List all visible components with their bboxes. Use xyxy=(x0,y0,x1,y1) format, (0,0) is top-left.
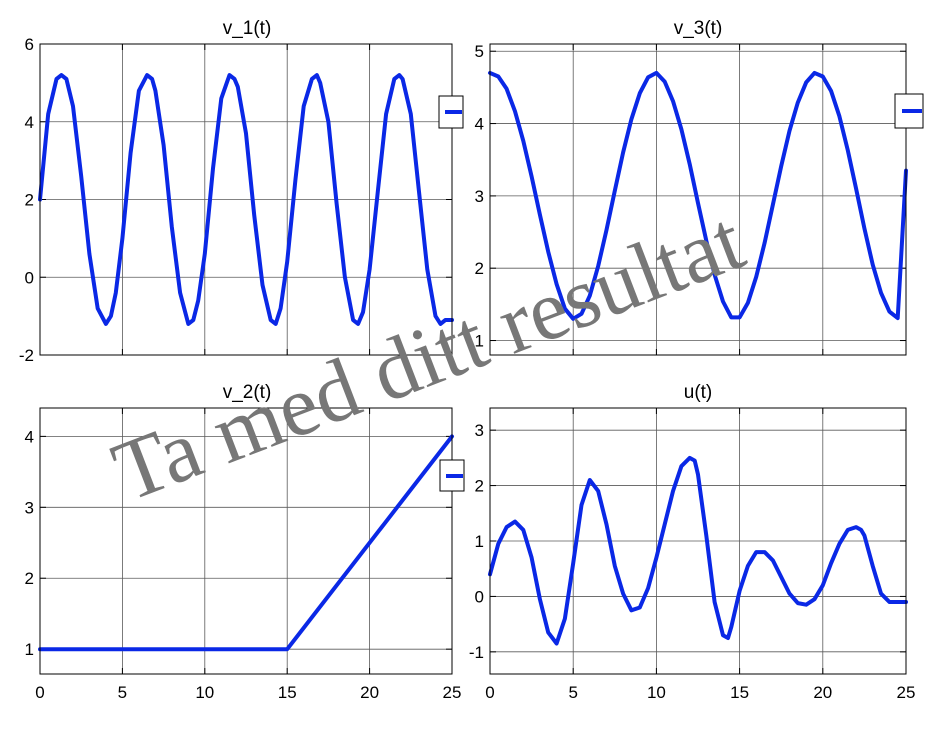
series-v3-line xyxy=(488,70,908,321)
xtick-label-u-0: 0 xyxy=(485,683,494,702)
xtick-label-u-4: 20 xyxy=(813,683,832,702)
ytick-label-v2-1: 2 xyxy=(25,569,34,588)
legend-v3 xyxy=(894,93,924,129)
ytick-label-v1-2: 2 xyxy=(25,191,34,210)
panel-u: u(t) 0 5 10 15 20 25 -1 0 1 2 3 xyxy=(469,382,916,702)
panel-v1-title: v_1(t) xyxy=(223,18,272,39)
xtick-label-v2-2: 10 xyxy=(195,683,214,702)
ytick-label-v1-3: 4 xyxy=(25,113,34,132)
series-v2-line xyxy=(38,434,454,652)
panel-v2-title: v_2(t) xyxy=(223,382,272,403)
panel-v3: v_3(t) 1 2 3 4 5 xyxy=(475,18,924,356)
ytick-label-v2-3: 4 xyxy=(25,427,34,446)
panel-v2-frame xyxy=(39,407,453,675)
xtick-label-v2-3: 15 xyxy=(278,683,297,702)
panel-v1-frame xyxy=(39,43,453,356)
panel-v1: v_1(t) -2 0 2 4 6 xyxy=(19,18,464,365)
xtick-label-v2-0: 0 xyxy=(35,683,44,702)
ytick-label-u-4: 3 xyxy=(475,421,484,440)
legend-v1 xyxy=(438,95,464,129)
panel-v3-title: v_3(t) xyxy=(674,18,723,39)
xtick-label-u-2: 10 xyxy=(647,683,666,702)
ytick-label-u-3: 2 xyxy=(475,477,484,496)
panel-u-title: u(t) xyxy=(684,382,713,403)
ytick-label-u-0: -1 xyxy=(469,643,484,662)
panel-u-frame xyxy=(489,407,907,675)
ytick-label-v1-4: 6 xyxy=(25,35,34,54)
ytick-label-u-2: 1 xyxy=(475,532,484,551)
ytick-label-v1-1: 0 xyxy=(25,268,34,287)
ytick-label-v3-2: 3 xyxy=(475,187,484,206)
ytick-label-v3-3: 4 xyxy=(475,115,484,134)
ytick-label-v1-0: -2 xyxy=(19,346,34,365)
legend-v2 xyxy=(439,459,465,492)
series-v1-line xyxy=(38,73,454,326)
xtick-label-u-1: 5 xyxy=(568,683,577,702)
ytick-label-v3-0: 1 xyxy=(475,332,484,351)
xtick-label-v2-1: 5 xyxy=(118,683,127,702)
xtick-label-u-3: 15 xyxy=(730,683,749,702)
series-u-line xyxy=(488,455,908,646)
panel-v2: v_2(t) 0 5 10 15 20 25 1 2 3 4 xyxy=(25,382,465,702)
ytick-label-v3-1: 2 xyxy=(475,259,484,278)
ytick-label-v3-4: 5 xyxy=(475,42,484,61)
ytick-label-v2-0: 1 xyxy=(25,640,34,659)
ytick-label-v2-2: 3 xyxy=(25,498,34,517)
panel-v3-frame xyxy=(489,43,907,356)
xtick-label-v2-4: 20 xyxy=(360,683,379,702)
ytick-label-u-1: 0 xyxy=(475,587,484,606)
xtick-label-v2-5: 25 xyxy=(443,683,462,702)
xtick-label-u-5: 25 xyxy=(897,683,916,702)
watermark-text: Ta med ditt resultat xyxy=(100,192,755,520)
